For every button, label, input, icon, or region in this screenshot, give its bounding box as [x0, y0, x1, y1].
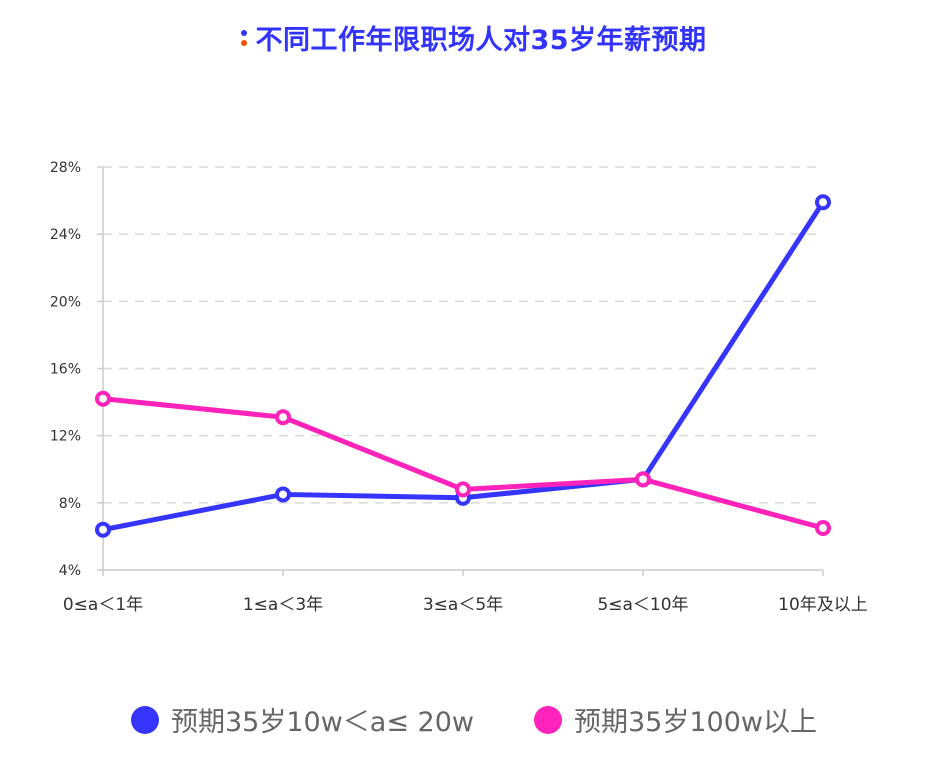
legend-label-series-2: 预期35岁100w以上: [574, 707, 817, 738]
x-tick-label: 1≤a＜3年: [243, 595, 323, 615]
series-line-1: [100, 199, 826, 533]
legend-item-series-1: 预期35岁10w＜a≤ 20w: [131, 700, 474, 739]
y-tick-label: 20%: [50, 294, 81, 310]
y-tick-label: 16%: [50, 362, 81, 378]
series-2-point: [455, 481, 471, 498]
series-1-point: [275, 486, 291, 503]
title-bullet-dot-top: [241, 29, 248, 36]
x-tick-label: 5≤a＜10年: [597, 595, 688, 615]
series-2-point: [815, 520, 831, 537]
x-tick-label: 10年及以上: [778, 595, 868, 615]
legend: 预期35岁10w＜a≤ 20w 预期35岁100w以上: [0, 700, 948, 739]
series-2-point: [635, 471, 651, 488]
legend-swatch-series-1: [131, 705, 159, 734]
legend-swatch-series-2: [534, 705, 562, 734]
title-bullet-icon: [241, 29, 248, 46]
series-1-point: [815, 194, 831, 211]
title-row: 不同工作年限职场人对35岁年薪预期: [0, 18, 948, 57]
legend-item-series-2: 预期35岁100w以上: [534, 700, 817, 739]
y-tick-label: 12%: [50, 429, 81, 445]
series-2-point: [95, 390, 111, 407]
y-tick-label: 28%: [50, 160, 81, 176]
series-2-point: [275, 409, 291, 426]
line-chart: 4% 8% 12% 16% 20% 24% 28% 0≤a＜1年 1≤a＜3年 3≤a＜5年 5≤a…: [50, 160, 868, 615]
title-bullet-dot-bottom: [241, 39, 248, 46]
y-tick-label: 24%: [50, 227, 81, 243]
x-tick-label: 0≤a＜1年: [63, 595, 143, 615]
chart-title: 不同工作年限职场人对35岁年薪预期: [255, 25, 707, 56]
series-1-point: [95, 521, 111, 538]
x-tick-label: 3≤a＜5年: [423, 595, 503, 615]
y-tick-label: 4%: [59, 563, 81, 579]
y-tick-label: 8%: [59, 496, 81, 512]
legend-label-series-1: 预期35岁10w＜a≤ 20w: [171, 707, 474, 738]
